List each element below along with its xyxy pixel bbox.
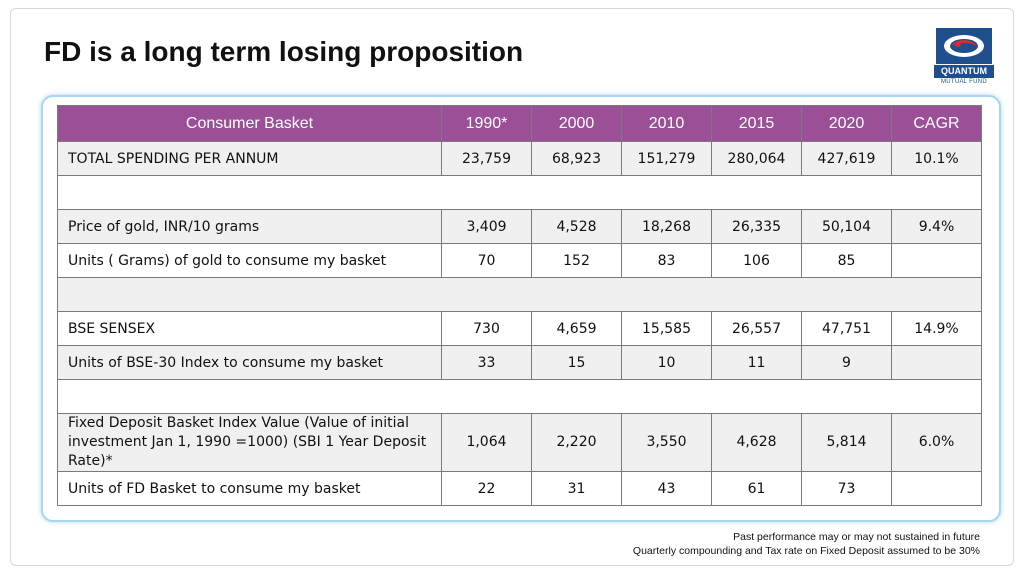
table-cell: 47,751 (801, 311, 892, 346)
header-cell: 2020 (801, 105, 892, 142)
table-cell (891, 345, 982, 380)
row-label: Fixed Deposit Basket Index Value (Value … (57, 413, 442, 472)
consumer-basket-table: Consumer Basket 1990* 2000 2010 2015 202… (57, 105, 982, 506)
table-cell: 2,220 (531, 413, 622, 472)
table-cell: 427,619 (801, 141, 892, 176)
table-cell: 106 (711, 243, 802, 278)
table-cell: 151,279 (621, 141, 712, 176)
table-cell: 9 (801, 345, 892, 380)
logo-wordmark: QUANTUM (934, 65, 994, 78)
quantum-logo-icon (936, 28, 992, 64)
header-cell: CAGR (891, 105, 982, 142)
table-cell (891, 471, 982, 506)
logo-subtitle: MUTUAL FUND (940, 79, 988, 85)
table-cell: 10 (621, 345, 712, 380)
table-cell: 15,585 (621, 311, 712, 346)
table-row: Units of BSE-30 Index to consume my bask… (57, 345, 982, 380)
table-row: Fixed Deposit Basket Index Value (Value … (57, 413, 982, 472)
row-label: Units of FD Basket to consume my basket (57, 471, 442, 506)
table-cell: 50,104 (801, 209, 892, 244)
table-cell: 4,528 (531, 209, 622, 244)
table-row: Units of FD Basket to consume my basket … (57, 471, 982, 506)
row-label: Units of BSE-30 Index to consume my bask… (57, 345, 442, 380)
spacer-cell (57, 379, 982, 414)
header-cell: 2000 (531, 105, 622, 142)
table-cell: 9.4% (891, 209, 982, 244)
table-cell: 3,409 (441, 209, 532, 244)
table-cell: 280,064 (711, 141, 802, 176)
table-row: TOTAL SPENDING PER ANNUM 23,759 68,923 1… (57, 141, 982, 176)
table-cell: 11 (711, 345, 802, 380)
table-header-row: Consumer Basket 1990* 2000 2010 2015 202… (57, 105, 982, 142)
table-cell: 22 (441, 471, 532, 506)
table-cell: 85 (801, 243, 892, 278)
table-cell: 23,759 (441, 141, 532, 176)
table-cell: 31 (531, 471, 622, 506)
table-cell: 6.0% (891, 413, 982, 472)
table-cell (891, 243, 982, 278)
table-cell: 61 (711, 471, 802, 506)
spacer-row (57, 379, 982, 414)
table-cell: 1,064 (441, 413, 532, 472)
row-label: TOTAL SPENDING PER ANNUM (57, 141, 442, 176)
header-cell: 1990* (441, 105, 532, 142)
header-cell: 2010 (621, 105, 712, 142)
row-label: Units ( Grams) of gold to consume my bas… (57, 243, 442, 278)
table-row: BSE SENSEX 730 4,659 15,585 26,557 47,75… (57, 311, 982, 346)
table-cell: 730 (441, 311, 532, 346)
table-cell: 14.9% (891, 311, 982, 346)
table-cell: 18,268 (621, 209, 712, 244)
table-cell: 68,923 (531, 141, 622, 176)
header-cell: Consumer Basket (57, 105, 442, 142)
table-row: Units ( Grams) of gold to consume my bas… (57, 243, 982, 278)
table-cell: 3,550 (621, 413, 712, 472)
table-cell: 43 (621, 471, 712, 506)
table-cell: 4,659 (531, 311, 622, 346)
quantum-logo: QUANTUM MUTUAL FUND (934, 28, 994, 88)
row-label: BSE SENSEX (57, 311, 442, 346)
header-cell: 2015 (711, 105, 802, 142)
spacer-cell (57, 175, 982, 210)
table-cell: 83 (621, 243, 712, 278)
footnotes: Past performance may or may not sustaine… (633, 530, 980, 558)
footnote-tax: Quarterly compounding and Tax rate on Fi… (632, 545, 980, 557)
table-cell: 5,814 (801, 413, 892, 472)
table-cell: 26,335 (711, 209, 802, 244)
footnote-performance: Past performance may or may not sustaine… (733, 531, 980, 543)
row-label: Price of gold, INR/10 grams (57, 209, 442, 244)
table-row: Price of gold, INR/10 grams 3,409 4,528 … (57, 209, 982, 244)
spacer-cell (57, 277, 982, 312)
table-cell: 26,557 (711, 311, 802, 346)
table-cell: 70 (441, 243, 532, 278)
table-cell: 33 (441, 345, 532, 380)
slide-title: FD is a long term losing proposition (44, 36, 524, 67)
spacer-row (57, 277, 982, 312)
table-cell: 15 (531, 345, 622, 380)
spacer-row (57, 175, 982, 210)
table-cell: 4,628 (711, 413, 802, 472)
table-cell: 152 (531, 243, 622, 278)
table-cell: 73 (801, 471, 892, 506)
table-cell: 10.1% (891, 141, 982, 176)
